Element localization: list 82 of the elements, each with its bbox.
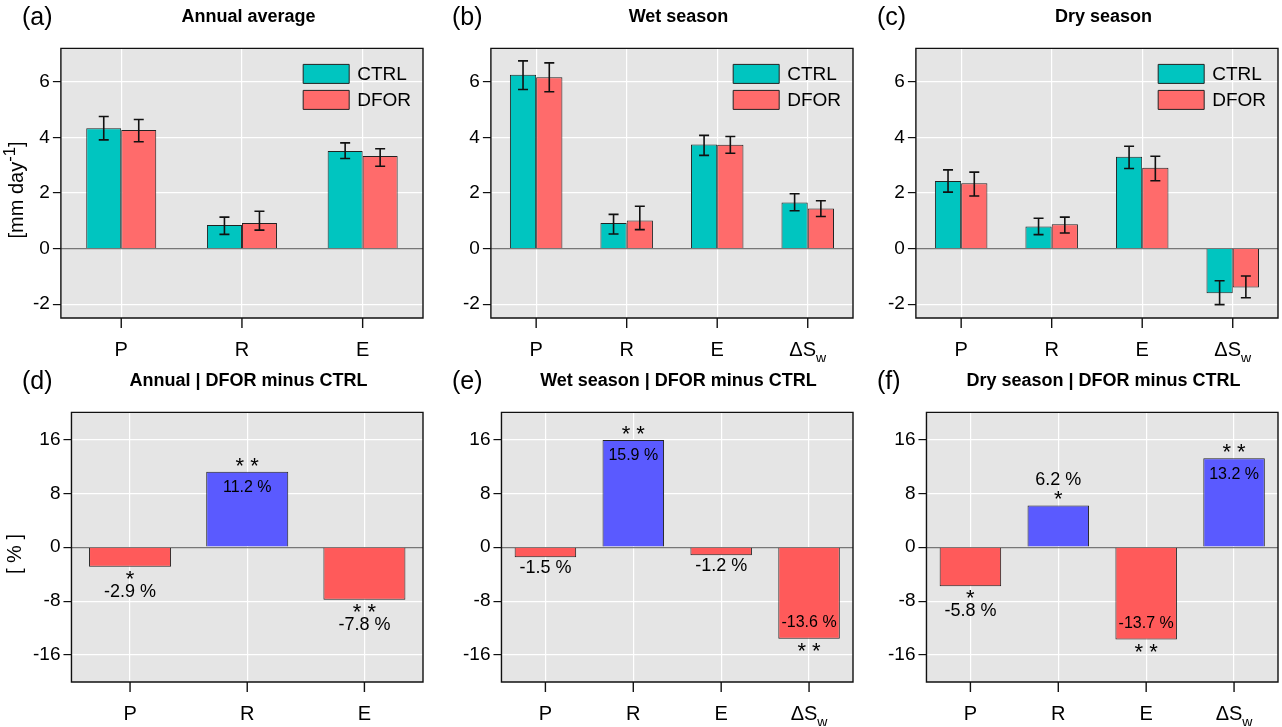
x-tick-label: R <box>626 702 641 724</box>
y-tick-label: 0 <box>894 236 905 258</box>
x-tick-label: R <box>240 702 255 724</box>
x-tick-label: E <box>1135 338 1149 360</box>
x-tick-label: P <box>114 338 128 360</box>
legend-label: CTRL <box>787 62 837 84</box>
y-tick-label: -16 <box>32 643 61 665</box>
y-tick-label: 0 <box>469 236 480 258</box>
text: (b) <box>452 2 483 31</box>
text: (d) <box>22 366 53 395</box>
x-tick-label: R <box>1051 702 1066 724</box>
x-tick-label: R <box>234 338 250 360</box>
data-label: -5.8 % <box>944 600 997 621</box>
y-tick-label: -16 <box>887 643 916 665</box>
y-tick-label: -2 <box>887 292 905 314</box>
annotation: * * <box>621 421 646 447</box>
y-tick-label: 6 <box>39 69 50 91</box>
x-tick-label: E <box>710 338 724 360</box>
x-tick-label: E <box>355 338 370 360</box>
x-tick-label: P <box>123 702 137 724</box>
y-tick-label: 8 <box>49 481 61 503</box>
y-tick-label: 2 <box>469 181 480 203</box>
data-label: -13.7 % <box>1118 613 1174 631</box>
legend-label: DFOR <box>787 88 841 110</box>
y-tick-label: -16 <box>462 643 491 665</box>
y-axis-title: [ % ] <box>2 533 26 575</box>
x-tick-label: E <box>357 702 372 724</box>
data-label: -1.2 % <box>695 555 748 576</box>
y-tick-label: 16 <box>894 427 916 449</box>
y-tick-label: 0 <box>49 535 61 557</box>
annotation: * * <box>797 637 822 663</box>
data-label: -13.6 % <box>781 613 837 631</box>
x-tick-label: P <box>954 338 968 360</box>
x-tick-label: E <box>1139 702 1153 724</box>
annotation: * * <box>1134 638 1159 664</box>
y-tick-label: -2 <box>32 292 50 314</box>
legend-label: DFOR <box>1212 88 1266 110</box>
text: (c) <box>877 2 907 31</box>
y-tick-label: 0 <box>479 535 491 557</box>
annotation: * * <box>1222 439 1247 465</box>
y-tick-label: 2 <box>39 181 50 203</box>
legend-label: CTRL <box>357 62 407 84</box>
chart-title: Annual | DFOR minus CTRL <box>128 370 369 391</box>
x-tick-label: R <box>619 338 634 360</box>
data-label: 13.2 % <box>1209 464 1259 482</box>
y-tick-label: 6 <box>894 69 905 91</box>
chart-title: Wet season | DFOR minus CTRL <box>539 370 818 391</box>
x-tick-label: P <box>963 702 978 724</box>
y-tick-label: 4 <box>469 125 481 147</box>
text: (f) <box>877 366 901 395</box>
legend-label: CTRL <box>1212 62 1262 84</box>
chart-title: Wet season <box>627 6 730 27</box>
data-label: -2.9 % <box>104 580 157 601</box>
text: (a) <box>22 2 53 31</box>
text: (e) <box>452 366 483 395</box>
legend-label: DFOR <box>357 88 411 110</box>
x-tick-label: R <box>1044 338 1059 360</box>
y-tick-label: 8 <box>479 481 491 503</box>
data-label: -1.5 % <box>519 557 572 578</box>
y-tick-label: -8 <box>43 589 61 611</box>
data-label: 15.9 % <box>608 446 659 464</box>
y-tick-label: 2 <box>894 181 905 203</box>
y-tick-label: 4 <box>894 125 906 147</box>
chart-title: Annual average <box>180 6 317 27</box>
y-tick-label: 0 <box>39 236 50 258</box>
x-tick-label: E <box>714 702 728 724</box>
y-tick-label: 0 <box>904 535 916 557</box>
chart-title: Dry season | DFOR minus CTRL <box>965 370 1242 391</box>
annotation: * * <box>235 452 260 478</box>
y-tick-label: -8 <box>473 589 491 611</box>
x-tick-label: P <box>538 702 553 724</box>
data-label: -7.8 % <box>338 613 391 634</box>
y-tick-label: 8 <box>904 481 916 503</box>
chart-title: Dry season <box>1053 6 1154 27</box>
y-tick-label: 6 <box>469 69 480 91</box>
y-tick-label: -2 <box>462 292 480 314</box>
y-tick-label: -8 <box>898 589 916 611</box>
data-label: 11.2 % <box>222 478 272 496</box>
x-tick-label: P <box>529 338 543 360</box>
y-tick-label: 16 <box>39 427 61 449</box>
y-tick-label: 16 <box>469 427 491 449</box>
y-tick-label: 4 <box>39 125 51 147</box>
